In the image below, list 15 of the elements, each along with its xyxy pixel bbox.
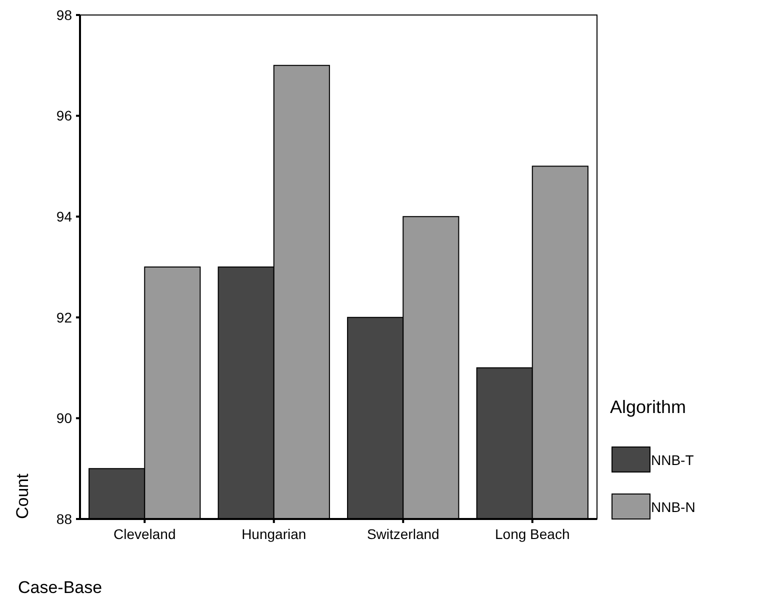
legend-label: NNB-N: [651, 498, 696, 515]
legend-label: NNB-T: [651, 452, 694, 468]
y-tick-label: 90: [56, 410, 72, 426]
x-axis-title: Case-Base: [18, 578, 102, 597]
y-tick-label: 88: [56, 510, 72, 527]
x-tick-label: Hungarian: [242, 526, 306, 542]
y-tick-label: 92: [56, 309, 72, 326]
legend-title: Algorithm: [610, 397, 686, 417]
x-tick-label: Cleveland: [113, 526, 176, 542]
y-tick-label: 98: [56, 6, 72, 23]
x-tick-label: Switzerland: [366, 526, 440, 542]
x-tick-label: Long Beach: [495, 526, 570, 542]
y-tick-label: 94: [56, 208, 72, 224]
y-axis-title: Count: [13, 473, 32, 519]
y-tick-label: 96: [56, 108, 72, 124]
